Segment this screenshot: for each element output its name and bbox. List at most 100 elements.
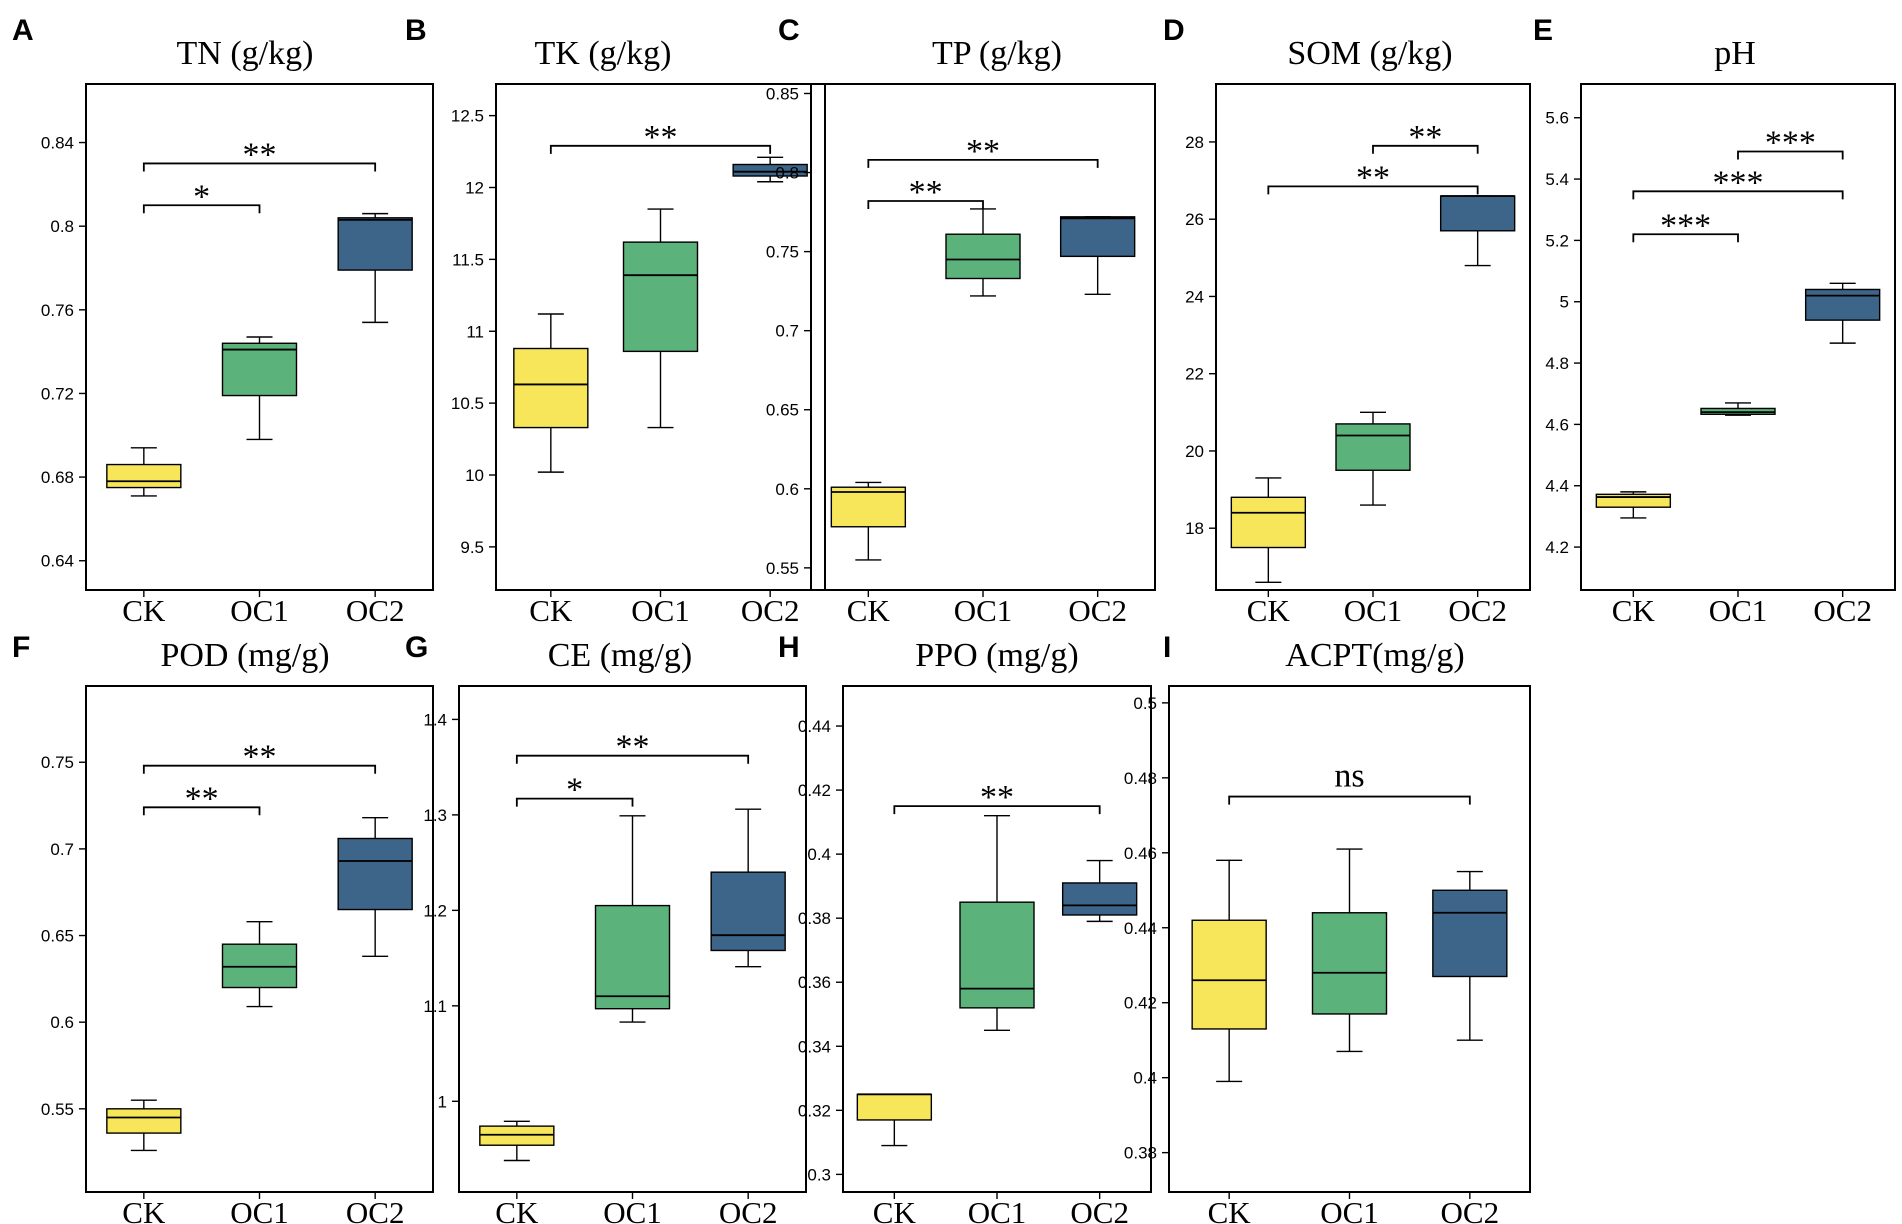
x-tick-label: CK bbox=[122, 593, 166, 628]
x-tick-label: CK bbox=[847, 593, 891, 628]
y-tick-label: 5.2 bbox=[1545, 231, 1569, 250]
y-tick-label: 0.5 bbox=[1133, 694, 1157, 713]
box-oc1 bbox=[1311, 848, 1388, 1053]
iqr-box bbox=[732, 163, 808, 177]
x-tick-label: OC2 bbox=[1448, 593, 1507, 628]
ns: ns bbox=[1334, 758, 1364, 795]
bracket-line bbox=[142, 204, 261, 214]
box-oc1 bbox=[945, 208, 1021, 297]
box-oc1 bbox=[594, 815, 671, 1023]
y-tick-label: 0.38 bbox=[798, 909, 831, 928]
panel-letter: I bbox=[1163, 631, 1171, 664]
y-tick-label: 0.68 bbox=[41, 468, 74, 487]
box-oc1 bbox=[959, 815, 1035, 1031]
y-tick-label: 1 bbox=[438, 1092, 447, 1111]
iqr-box bbox=[106, 1108, 182, 1134]
y-tick-label: 12.5 bbox=[451, 107, 484, 126]
y-tick-label: 12 bbox=[465, 179, 484, 198]
double-asterisk: ** bbox=[243, 136, 277, 173]
significance-bracket: ** bbox=[549, 119, 772, 156]
y-tick-label: 0.72 bbox=[41, 384, 74, 403]
double-asterisk: ** bbox=[616, 729, 650, 766]
significance-bracket: *** bbox=[1632, 164, 1844, 201]
x-tick-label: OC2 bbox=[1813, 593, 1872, 628]
y-tick-label: 1.3 bbox=[423, 806, 447, 825]
x-tick-label: OC1 bbox=[230, 593, 289, 628]
iqr-box bbox=[337, 217, 413, 271]
y-tick-label: 0.55 bbox=[766, 559, 799, 578]
double-asterisk: ** bbox=[185, 780, 219, 817]
iqr-box bbox=[945, 233, 1021, 280]
x-tick-label: CK bbox=[529, 593, 573, 628]
box-oc1 bbox=[221, 920, 298, 1008]
y-tick-label: 11.5 bbox=[452, 250, 484, 269]
box-oc1 bbox=[622, 208, 699, 429]
x-tick-label: OC1 bbox=[603, 1195, 662, 1224]
bracket-line bbox=[1737, 150, 1844, 160]
x-tick-label: CK bbox=[1247, 593, 1291, 628]
y-tick-label: 0.8 bbox=[50, 217, 74, 236]
double-asterisk: ** bbox=[909, 174, 943, 211]
panel-title: pH bbox=[1714, 35, 1756, 72]
box-ck bbox=[1191, 859, 1267, 1083]
significance-bracket: ** bbox=[867, 133, 1099, 170]
y-tick-label: 0.65 bbox=[766, 401, 799, 420]
y-tick-label: 0.55 bbox=[41, 1100, 74, 1119]
bracket-line bbox=[1228, 795, 1471, 805]
y-tick-label: 18 bbox=[1185, 519, 1204, 538]
panel-letter: F bbox=[12, 631, 30, 664]
y-tick-label: 26 bbox=[1185, 210, 1204, 229]
y-tick-label: 0.4 bbox=[1133, 1069, 1157, 1088]
significance-bracket: ** bbox=[142, 780, 261, 817]
bracket-line bbox=[1632, 190, 1844, 200]
iqr-box bbox=[856, 1093, 933, 1121]
significance-bracket: * bbox=[515, 772, 634, 809]
y-tick-label: 11 bbox=[466, 322, 484, 341]
y-tick-label: 0.36 bbox=[798, 973, 831, 992]
panel-title: TK (g/kg) bbox=[535, 35, 672, 72]
y-tick-label: 0.75 bbox=[41, 753, 74, 772]
double-asterisk: ** bbox=[980, 779, 1014, 816]
box-oc2 bbox=[1439, 195, 1516, 267]
significance-bracket: * bbox=[142, 178, 261, 215]
panel-title: TN (g/kg) bbox=[177, 35, 314, 72]
panel-letter: E bbox=[1533, 14, 1553, 47]
iqr-box bbox=[1059, 216, 1136, 258]
panel-title: CE (mg/g) bbox=[548, 637, 692, 674]
single-asterisk: * bbox=[193, 178, 210, 215]
significance-bracket: ** bbox=[1372, 119, 1479, 156]
iqr-box bbox=[1804, 288, 1881, 321]
iqr-box bbox=[710, 871, 786, 952]
x-tick-label: OC2 bbox=[346, 1195, 405, 1224]
bracket-line bbox=[867, 200, 984, 210]
bracket-line bbox=[515, 797, 634, 807]
double-asterisk: ** bbox=[1356, 159, 1390, 196]
iqr-box bbox=[1061, 882, 1138, 916]
x-tick-label: OC1 bbox=[1320, 1195, 1379, 1224]
box-ck bbox=[513, 313, 589, 473]
box-oc2 bbox=[337, 816, 413, 958]
triple-asterisk: *** bbox=[1713, 164, 1764, 201]
y-tick-label: 0.6 bbox=[50, 1013, 74, 1032]
y-tick-label: 28 bbox=[1185, 133, 1204, 152]
y-tick-label: 0.3 bbox=[807, 1165, 831, 1184]
iqr-box bbox=[106, 463, 182, 489]
y-tick-label: 5.6 bbox=[1545, 109, 1569, 128]
x-tick-label: CK bbox=[873, 1195, 917, 1224]
box-ck bbox=[106, 447, 182, 497]
x-tick-label: OC2 bbox=[1068, 593, 1127, 628]
panel-title: PPO (mg/g) bbox=[915, 637, 1078, 674]
x-tick-label: CK bbox=[1612, 593, 1656, 628]
panel-c: C TP (g/kg) 0.55 0.6 0.65 0.7 0.75 0.8 0.85 CK OC1… bbox=[766, 14, 1156, 628]
x-tick-label: OC2 bbox=[1070, 1195, 1129, 1224]
y-tick-label: 4.6 bbox=[1545, 415, 1569, 434]
bracket-line bbox=[549, 144, 772, 154]
iqr-box bbox=[1432, 889, 1508, 978]
y-tick-label: 0.42 bbox=[798, 781, 831, 800]
panel-title: TP (g/kg) bbox=[932, 35, 1062, 72]
iqr-box bbox=[513, 347, 589, 429]
iqr-box bbox=[622, 241, 699, 353]
y-tick-label: 4.2 bbox=[1545, 538, 1569, 557]
bracket-line bbox=[893, 805, 1101, 815]
